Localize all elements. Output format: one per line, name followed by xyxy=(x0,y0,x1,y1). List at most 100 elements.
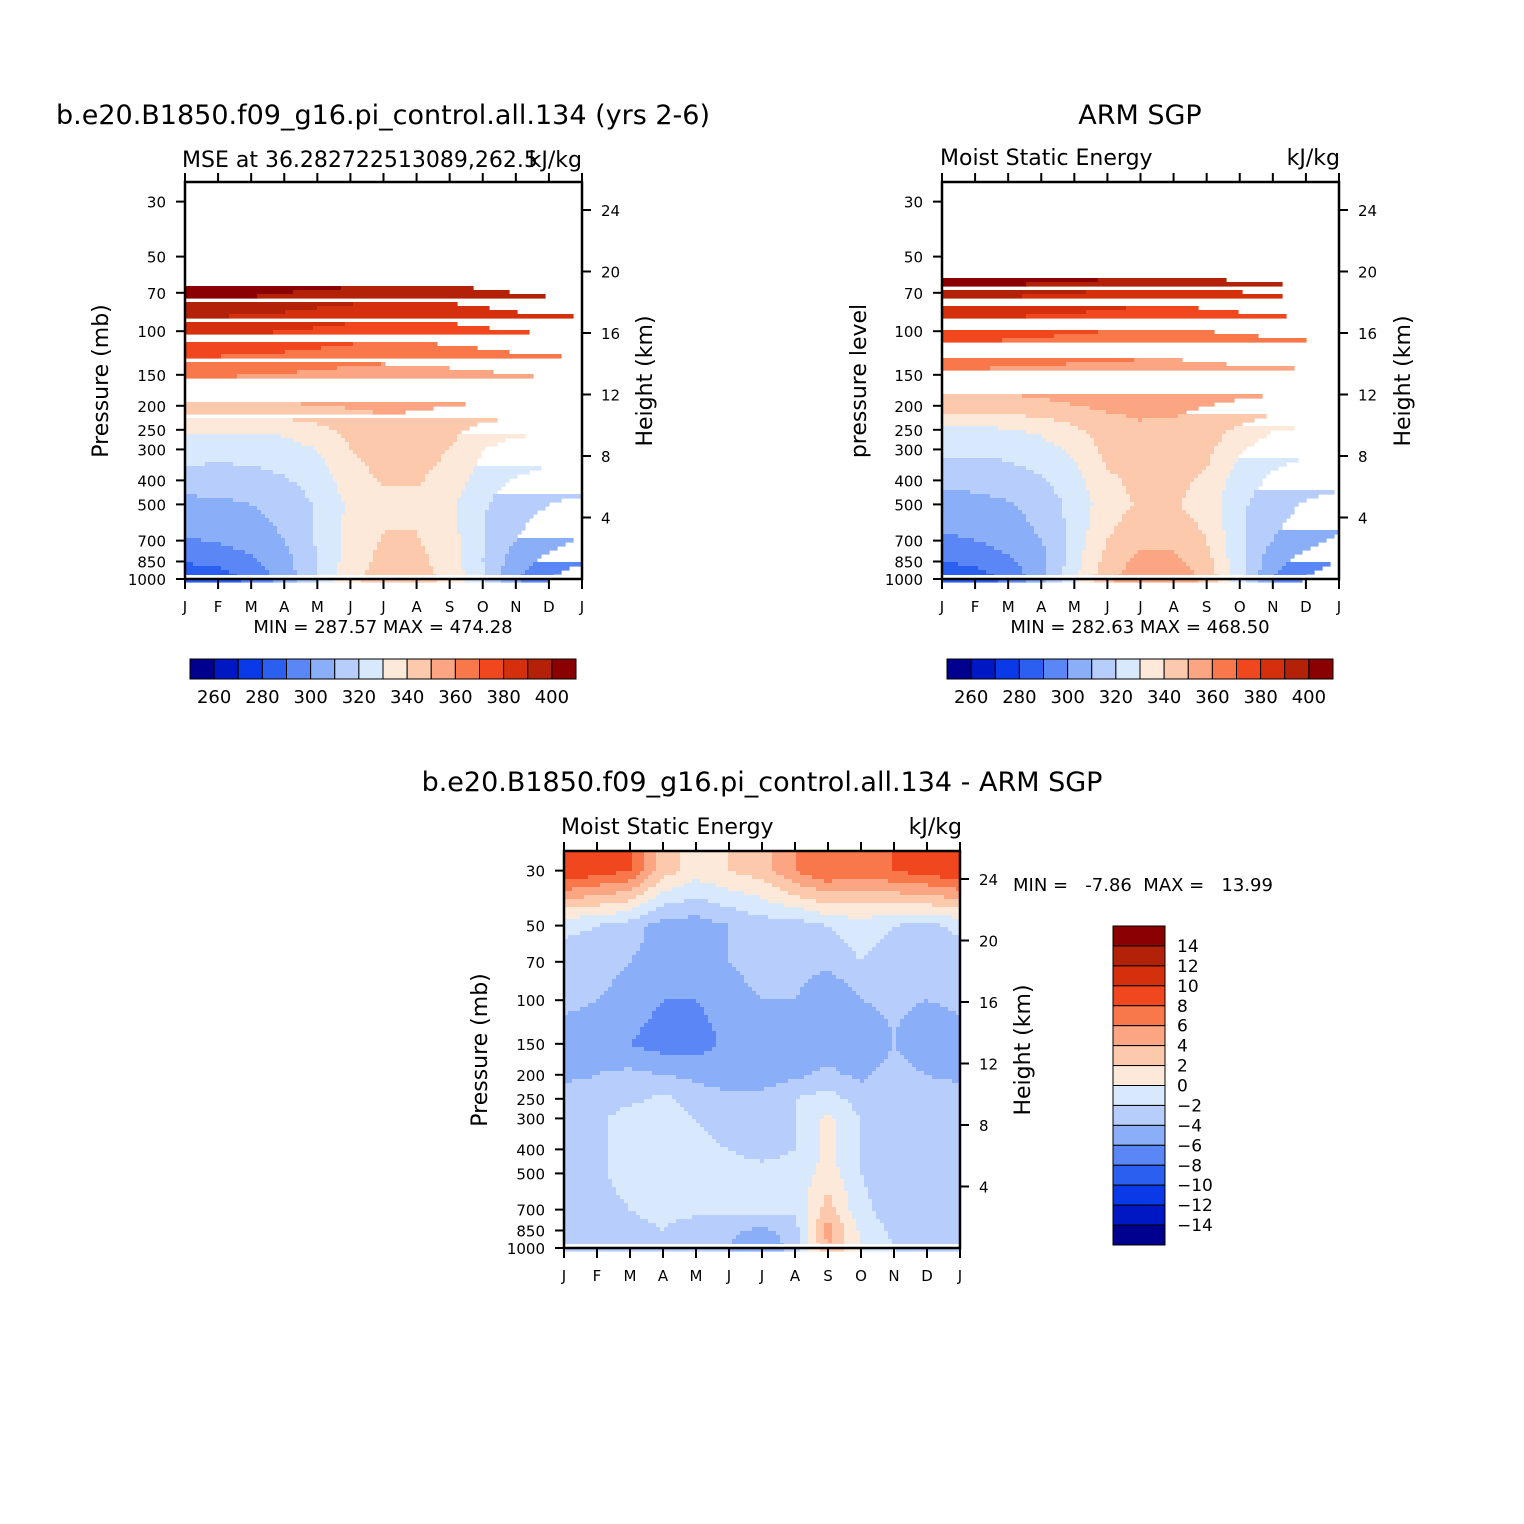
contour-cell xyxy=(1126,562,1187,567)
contour-cell xyxy=(612,1179,813,1184)
contour-cell xyxy=(942,402,1071,407)
contour-cell xyxy=(728,943,849,948)
contour-cell xyxy=(942,338,1003,343)
y-tick-label: 30 xyxy=(904,194,923,212)
contour-cell xyxy=(688,915,701,920)
contour-cell xyxy=(1206,534,1227,539)
y-tick-label: 850 xyxy=(894,554,923,572)
contour-cell xyxy=(1254,490,1335,495)
contour-cell xyxy=(764,879,793,884)
contour-cell xyxy=(277,530,314,535)
colorbar-label: 14 xyxy=(1177,937,1199,957)
contour-cell xyxy=(808,1231,817,1236)
contour-cell xyxy=(273,522,314,527)
contour-cell xyxy=(269,570,298,575)
contour-cell xyxy=(564,1191,617,1196)
contour-cell xyxy=(656,1007,705,1012)
contour-cell xyxy=(185,470,274,475)
contour-cell xyxy=(293,418,498,423)
colorbar-label: 400 xyxy=(535,687,569,708)
contour-cell xyxy=(1214,562,1231,567)
contour-cell xyxy=(876,943,961,948)
contour-cell xyxy=(720,1143,797,1148)
contour-cell xyxy=(1246,554,1263,559)
contour-cell xyxy=(820,1123,837,1128)
contour-cell xyxy=(333,578,362,583)
contour-cell xyxy=(812,1179,845,1184)
contour-cell xyxy=(1186,490,1223,495)
contour-cell xyxy=(864,1175,961,1180)
contour-cell xyxy=(848,1203,873,1208)
contour-cell xyxy=(892,867,961,872)
contour-cell xyxy=(564,1115,609,1120)
contour-cell xyxy=(1190,514,1223,519)
contour-cell xyxy=(908,871,961,876)
contour-cell xyxy=(457,438,506,443)
contour-cell xyxy=(868,1187,961,1192)
contour-cell xyxy=(892,1239,961,1244)
contour-cell xyxy=(836,1091,961,1096)
contour-cell xyxy=(233,462,326,467)
contour-cell xyxy=(1090,518,1123,523)
contour-cell xyxy=(892,1027,897,1032)
contour-cell xyxy=(185,306,318,311)
contour-cell xyxy=(357,454,442,459)
contour-cell xyxy=(942,454,1071,459)
contour-cell xyxy=(229,570,270,575)
contour-cell xyxy=(1006,498,1063,503)
contour-cell xyxy=(764,1159,821,1164)
contour-cell xyxy=(564,1135,609,1140)
contour-cell xyxy=(1078,570,1099,575)
contour-cell xyxy=(461,566,486,571)
contour-cell xyxy=(564,1199,625,1204)
contour-cell xyxy=(600,883,641,888)
contour-cell xyxy=(1110,534,1207,539)
contour-cell xyxy=(924,999,929,1004)
contour-cell xyxy=(185,430,338,435)
contour-cell xyxy=(525,570,562,575)
contour-cell xyxy=(1230,558,1247,563)
contour-cell xyxy=(648,887,673,892)
contour-cell xyxy=(185,550,246,555)
contour-cell xyxy=(644,1099,677,1104)
contour-cell xyxy=(832,1115,861,1120)
panel-title: ARM SGP xyxy=(1078,100,1201,131)
contour-cell xyxy=(804,1075,853,1080)
contour-cell xyxy=(1110,470,1203,475)
contour-cell xyxy=(844,979,961,984)
contour-cell xyxy=(185,534,282,539)
contour-cell xyxy=(636,875,649,880)
contour-cell xyxy=(1066,450,1099,455)
contour-cell xyxy=(942,554,1011,559)
panel-subtitle-left: Moist Static Energy xyxy=(561,815,774,840)
contour-cell xyxy=(185,434,282,439)
contour-cell xyxy=(942,522,1031,527)
contour-cell xyxy=(824,879,833,884)
contour-cell xyxy=(942,534,959,539)
contour-cell xyxy=(876,1215,961,1220)
contour-cell xyxy=(808,1239,817,1244)
contour-cell xyxy=(856,1227,885,1232)
contour-cell xyxy=(1058,494,1091,499)
contour-cell xyxy=(632,1103,681,1108)
x-tick-label: N xyxy=(1267,598,1278,616)
y-tick-label: 30 xyxy=(147,194,166,212)
colorbar-box xyxy=(1112,1025,1166,1047)
y-tick-label: 150 xyxy=(137,367,166,385)
contour-cell xyxy=(608,1115,693,1120)
contour-cell xyxy=(564,1107,621,1112)
x-tick-label: S xyxy=(823,1267,833,1285)
contour-cell xyxy=(1186,494,1223,499)
min-max-stats: MIN = 282.63 MAX = 468.50 xyxy=(1010,617,1269,638)
contour-cell xyxy=(872,1003,917,1008)
contour-cell xyxy=(1182,558,1215,563)
contour-cell xyxy=(704,1011,881,1016)
contour-cell xyxy=(696,999,865,1004)
contour-cell xyxy=(680,867,729,872)
contour-cell xyxy=(836,1143,861,1148)
contour-cell xyxy=(1202,470,1231,475)
contour-cell xyxy=(640,1031,717,1036)
contour-cell xyxy=(185,546,234,551)
contour-cell xyxy=(892,1039,897,1044)
contour-cell xyxy=(1062,446,1099,451)
